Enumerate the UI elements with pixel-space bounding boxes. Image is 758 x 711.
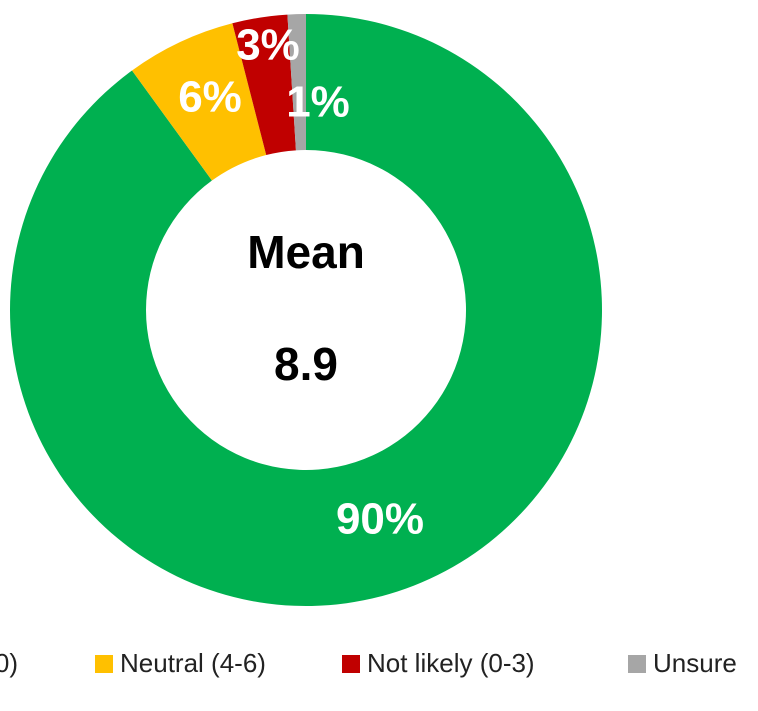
data-label: 6%: [178, 73, 242, 122]
donut-segment: [132, 23, 267, 181]
data-label: 3%: [236, 21, 300, 70]
legend-swatch: [95, 655, 113, 673]
center-label: Mean: [247, 226, 365, 278]
data-label: 90%: [336, 495, 424, 544]
donut-segment: [9, 14, 602, 607]
legend-swatch: [342, 655, 360, 673]
legend-label: Likely (7-10): [0, 648, 18, 678]
legend-label: Not likely (0-3): [367, 648, 535, 678]
legend-label: Unsure: [653, 648, 737, 678]
center-value: 8.9: [274, 338, 338, 390]
donut-segment: [232, 14, 296, 156]
legend-swatch: [628, 655, 646, 673]
donut-segment: [287, 14, 306, 151]
legend-label: Neutral (4-6): [120, 648, 266, 678]
data-label: 1%: [286, 78, 350, 127]
